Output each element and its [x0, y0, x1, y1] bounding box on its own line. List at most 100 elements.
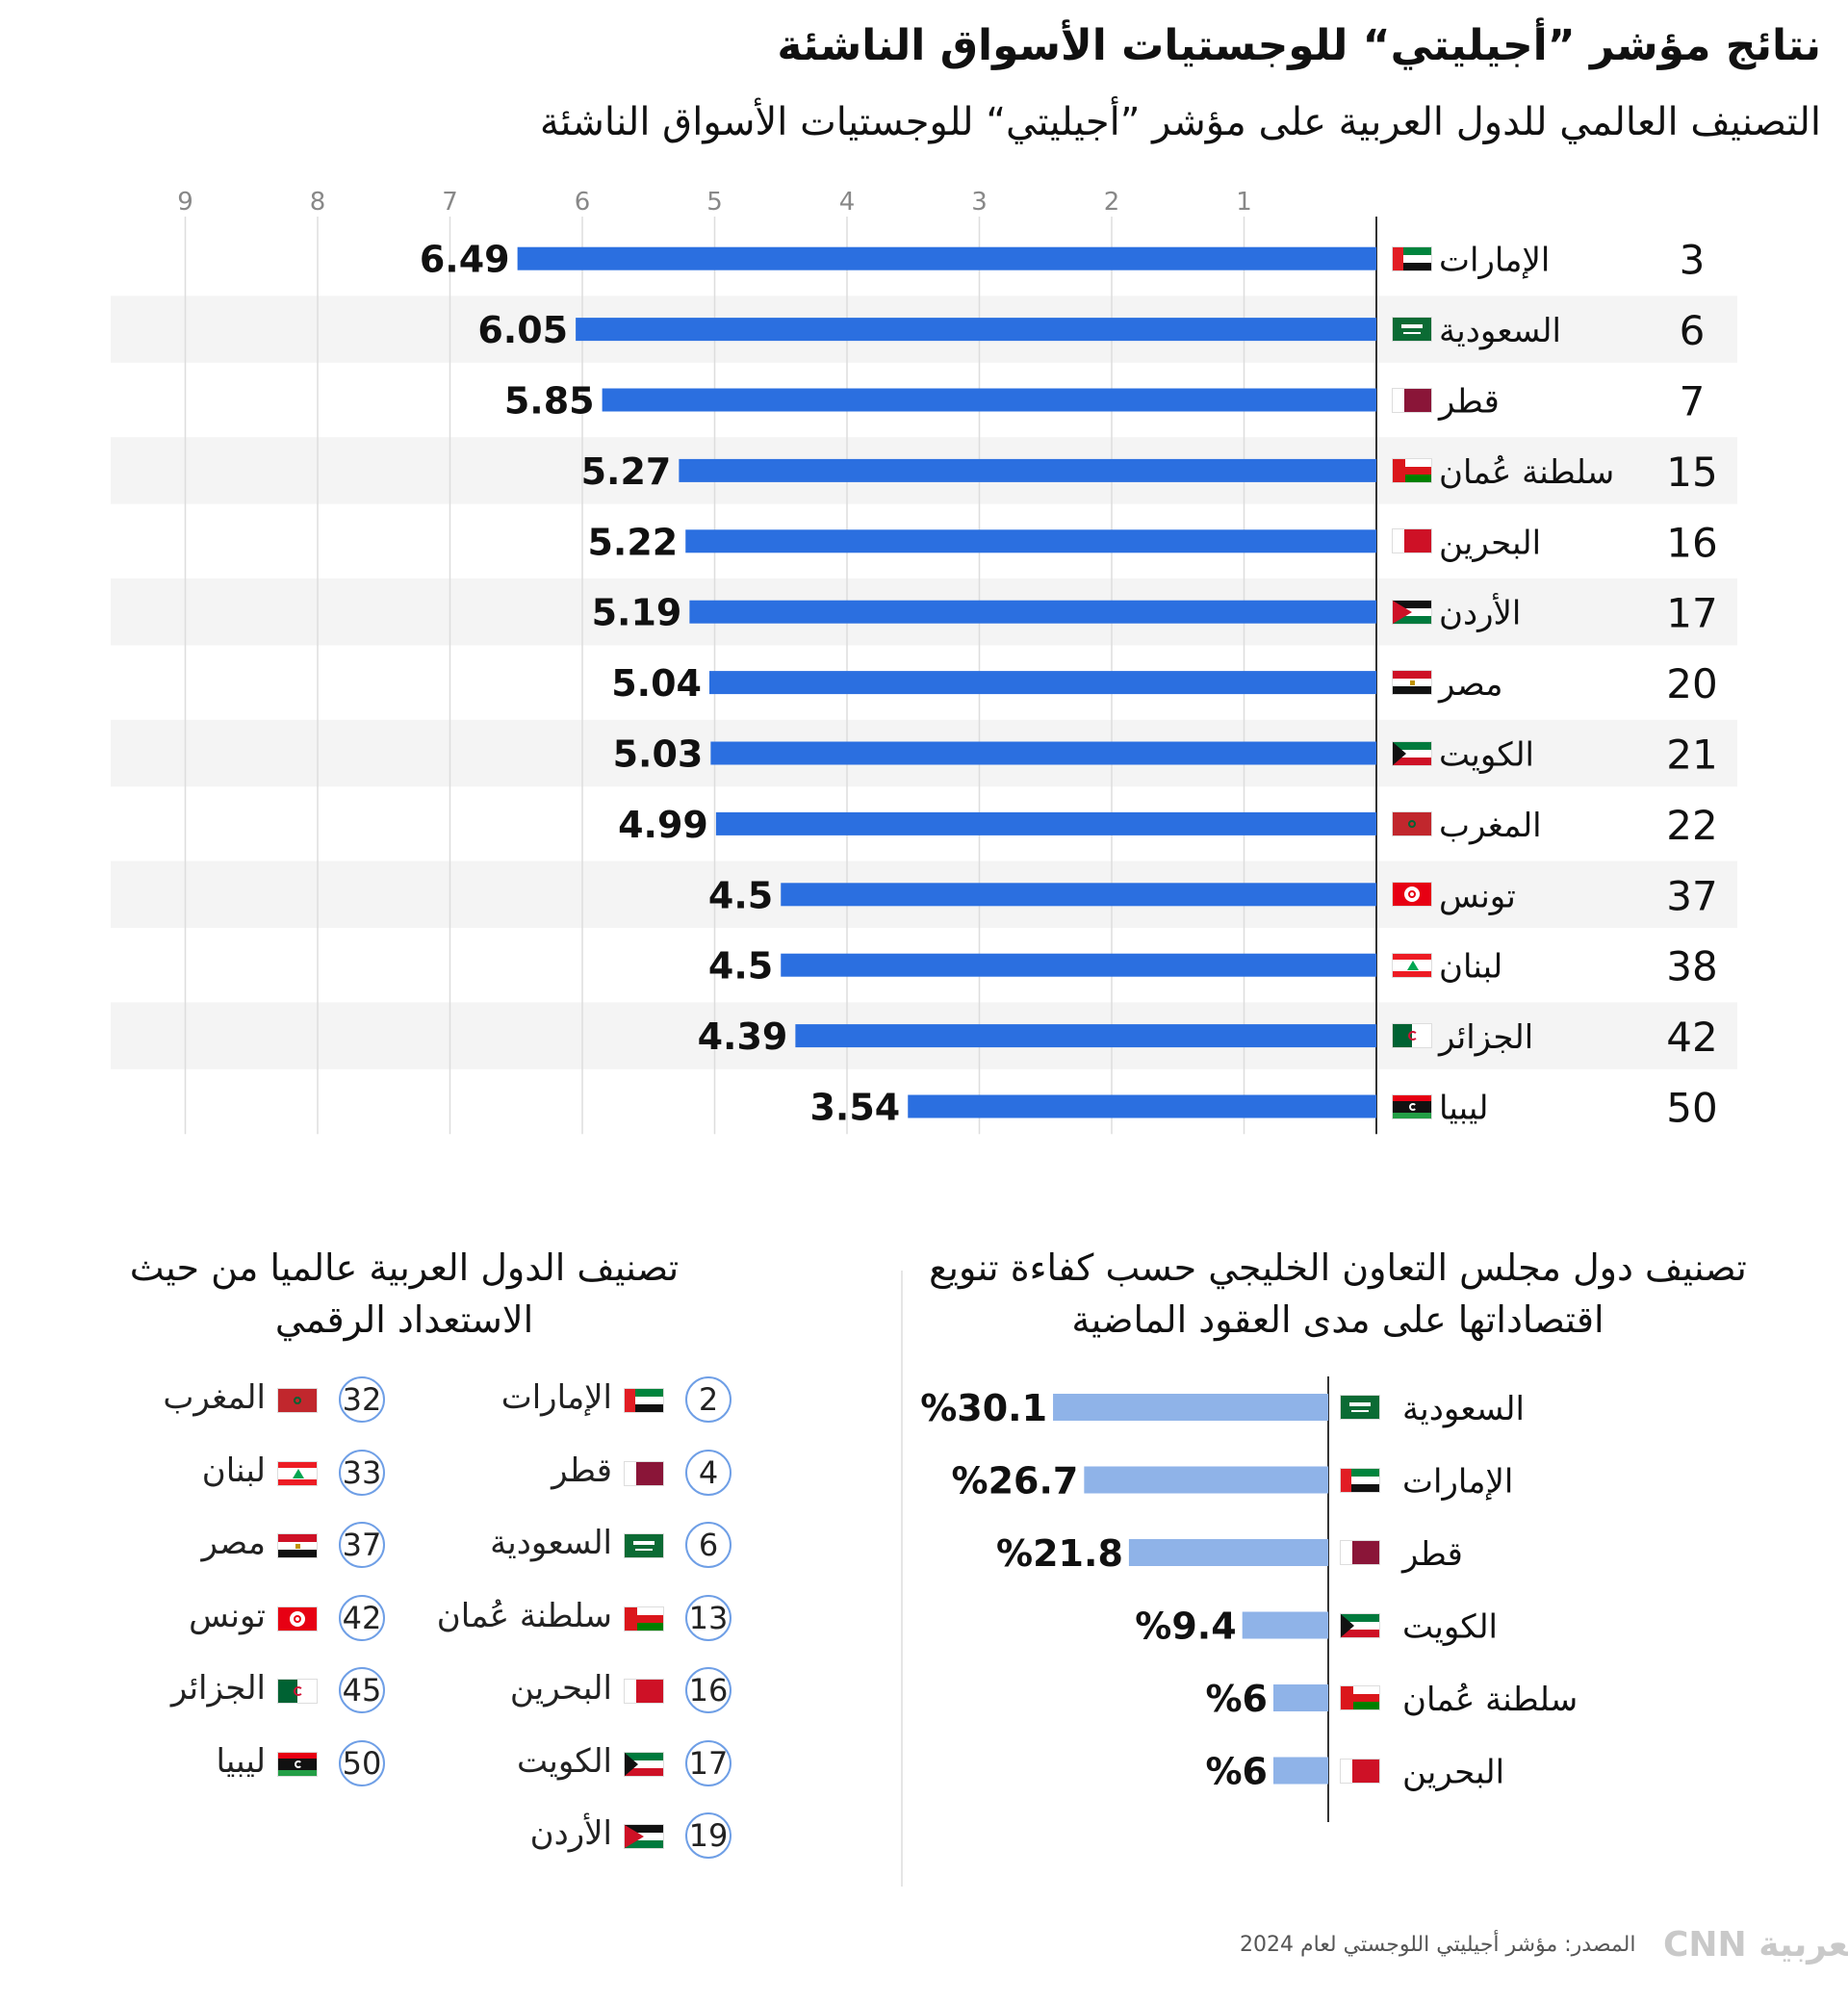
- gcc-bar-value-label: %6: [1205, 1751, 1268, 1793]
- rank-label: 6: [1680, 307, 1706, 354]
- digital-ranking-title: تصنيف الدول العربية عالميا من حيث الاستع…: [129, 1246, 680, 1341]
- country-name: سلطنة عُمان: [436, 1596, 612, 1635]
- x-tick-label: 2: [1104, 188, 1120, 217]
- gcc-bar-value-label: %21.8: [996, 1532, 1123, 1575]
- digital-rank-item: 37 مصر: [58, 1522, 385, 1576]
- digital-rank-item: 4 قطر: [404, 1449, 732, 1503]
- ksa-flag-icon: [1340, 1395, 1380, 1420]
- morocco-flag-icon: [277, 1388, 318, 1413]
- kuwait-flag-icon: [624, 1751, 664, 1777]
- x-tick-label: 1: [1236, 188, 1252, 217]
- bar-value-label: 5.04: [611, 662, 702, 705]
- gcc-diversification-section: تصنيف دول مجلس التعاون الخليجي حسب كفاءة…: [895, 1242, 1781, 1915]
- bar-value-label: 6.05: [477, 309, 568, 351]
- country-name: البحرين: [509, 1669, 612, 1708]
- digital-rank-item: 6 السعودية: [404, 1522, 732, 1576]
- digital-rank-item: 17 الكويت: [404, 1739, 732, 1794]
- oman-flag-icon: [1392, 457, 1432, 483]
- tunisia-flag-icon: [277, 1606, 318, 1631]
- gcc-category-label: قطر: [1400, 1535, 1463, 1574]
- algeria-flag-icon: [1392, 1023, 1432, 1049]
- x-tick-label: 3: [971, 188, 988, 217]
- gcc-category-label: الإمارات: [1402, 1463, 1513, 1502]
- digital-rank-item: 33 لبنان: [58, 1449, 385, 1503]
- country-name: الجزائر: [170, 1669, 266, 1708]
- bar-value-label: 4.39: [698, 1015, 788, 1058]
- rank-circle: 13: [685, 1594, 732, 1641]
- country-name: الإمارات: [500, 1378, 612, 1417]
- gcc-chart-title: تصنيف دول مجلس التعاون الخليجي حسب كفاءة…: [929, 1246, 1747, 1341]
- bar: [781, 883, 1376, 907]
- rank-label: 15: [1666, 449, 1717, 496]
- rank-label: 7: [1680, 378, 1706, 425]
- gcc-bar-value-label: %30.1: [920, 1387, 1047, 1429]
- category-label: قطر: [1437, 383, 1500, 422]
- gcc-bar-value-label: %6: [1205, 1678, 1268, 1720]
- x-tick-label: 9: [177, 188, 193, 217]
- bar-value-label: 5.85: [504, 380, 595, 423]
- category-label: سلطنة عُمان: [1439, 453, 1614, 492]
- uae-flag-icon: [1392, 245, 1432, 271]
- bar: [781, 953, 1376, 977]
- gcc-category-label: الكويت: [1402, 1608, 1498, 1647]
- rank-label: 21: [1666, 732, 1717, 779]
- rank-circle: 32: [339, 1376, 385, 1423]
- uae-flag-icon: [1340, 1467, 1380, 1493]
- digital-rank-item: 16 البحرين: [404, 1667, 732, 1721]
- bahrain-flag-icon: [1340, 1758, 1380, 1784]
- bar: [689, 600, 1376, 624]
- gcc-bar: [1053, 1394, 1328, 1421]
- libya-flag-icon: [277, 1751, 318, 1777]
- x-tick-label: 6: [575, 188, 591, 217]
- digital-rank-item: 2 الإمارات: [404, 1376, 732, 1430]
- category-label: ليبيا: [1439, 1090, 1489, 1128]
- digital-rank-item: 13 سلطنة عُمان: [404, 1594, 732, 1649]
- bar-value-label: 4.5: [708, 874, 773, 916]
- egypt-flag-icon: [277, 1533, 318, 1558]
- digital-rank-item: 45 الجزائر: [58, 1667, 385, 1721]
- rank-circle: 45: [339, 1667, 385, 1713]
- kuwait-flag-icon: [1340, 1612, 1380, 1638]
- country-name: ليبيا: [216, 1741, 267, 1781]
- rank-label: 3: [1680, 237, 1706, 284]
- bar: [679, 458, 1376, 482]
- category-label: الإمارات: [1439, 242, 1550, 280]
- x-tick-label: 7: [442, 188, 458, 217]
- country-name: الكويت: [517, 1741, 612, 1781]
- rank-label: 42: [1666, 1014, 1717, 1061]
- bar-value-label: 6.49: [420, 239, 510, 281]
- lebanon-flag-icon: [1392, 952, 1432, 978]
- chart-subtitle: التصنيف العالمي للدول العربية على مؤشر ”…: [539, 100, 1821, 144]
- country-name: لبنان: [201, 1451, 266, 1490]
- bahrain-flag-icon: [624, 1679, 664, 1704]
- country-name: الأردن: [529, 1814, 612, 1853]
- uae-flag-icon: [624, 1388, 664, 1413]
- digital-rank-item: 19 الأردن: [404, 1812, 732, 1866]
- category-label: لبنان: [1439, 948, 1502, 987]
- chart-title: نتائج مؤشر ”أجيليتي“ للوجستيات الأسواق ا…: [777, 21, 1821, 70]
- gcc-bar: [1273, 1684, 1328, 1711]
- qatar-flag-icon: [1340, 1540, 1380, 1565]
- algeria-flag-icon: [277, 1679, 318, 1704]
- rank-circle: 37: [339, 1522, 385, 1568]
- digital-readiness-section: تصنيف الدول العربية عالميا من حيث الاستع…: [58, 1242, 770, 1915]
- rank-circle: 16: [685, 1667, 732, 1713]
- rank-circle: 33: [339, 1449, 385, 1496]
- bar: [602, 388, 1376, 412]
- rank-circle: 17: [685, 1739, 732, 1786]
- digital-rank-item: 32 المغرب: [58, 1376, 385, 1430]
- rank-label: 20: [1666, 660, 1717, 707]
- bar-value-label: 5.22: [587, 521, 678, 563]
- bar-value-label: 5.27: [581, 450, 672, 493]
- rank-circle: 6: [685, 1522, 732, 1568]
- rank-label: 37: [1666, 872, 1717, 919]
- main-bar-chart: 1 2 3 4 5 6 7 8 9 6.49 الإمارات 3 6.05 السعودية 6 5.85 ق…: [111, 188, 1737, 1135]
- x-tick-label: 4: [839, 188, 856, 217]
- bar-value-label: 3.54: [809, 1087, 900, 1129]
- bar-value-label: 5.19: [592, 592, 682, 634]
- oman-flag-icon: [624, 1606, 664, 1631]
- bar: [715, 811, 1376, 835]
- jordan-flag-icon: [624, 1824, 664, 1849]
- rank-label: 50: [1666, 1085, 1717, 1132]
- gcc-bar-value-label: %26.7: [952, 1460, 1079, 1503]
